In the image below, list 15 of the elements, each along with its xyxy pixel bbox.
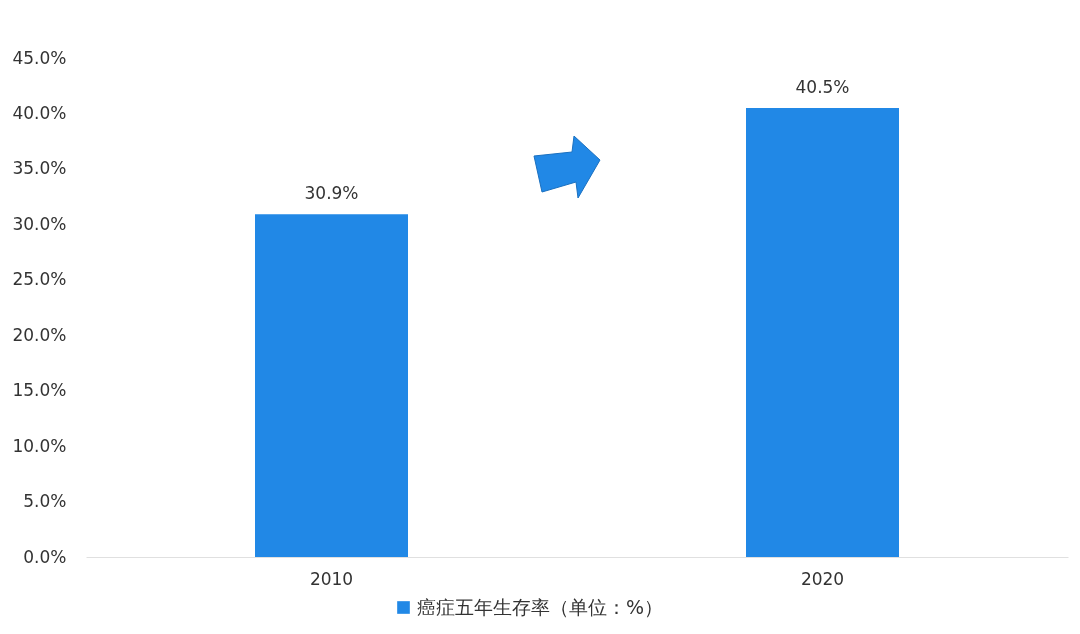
y-tick-label: 30.0%: [12, 213, 67, 234]
x-tick-label: 2020: [800, 568, 845, 589]
x-tick-label: 2010: [309, 568, 354, 589]
y-tick-label: 5.0%: [23, 491, 67, 512]
y-tick-label: 20.0%: [12, 324, 67, 345]
y-tick-label: 15.0%: [12, 380, 67, 401]
y-tick-label: 10.0%: [12, 435, 67, 456]
y-tick-label: 25.0%: [12, 269, 67, 290]
y-tick-label: 45.0%: [12, 47, 67, 68]
y-tick-label: 35.0%: [12, 158, 67, 179]
data-label: 30.9%: [304, 183, 359, 204]
legend-label: 癌症五年生存率（单位：%）: [417, 595, 664, 618]
y-tick-label: 0.0%: [23, 546, 67, 567]
data-label: 40.5%: [795, 76, 850, 97]
y-tick-label: 40.0%: [12, 102, 67, 123]
